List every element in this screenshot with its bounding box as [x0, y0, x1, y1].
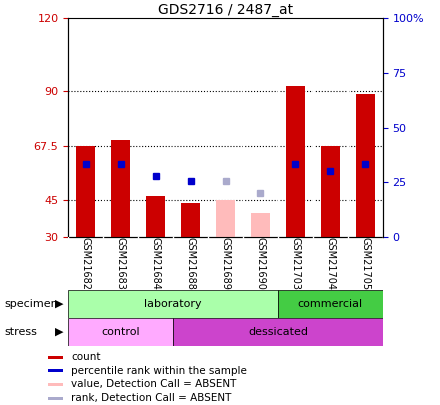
Bar	[251, 213, 270, 237]
Bar	[321, 146, 340, 237]
Text: GSM21690: GSM21690	[256, 237, 265, 290]
Bar	[286, 86, 305, 237]
Text: GSM21704: GSM21704	[325, 237, 335, 290]
Text: specimen: specimen	[4, 299, 58, 309]
Text: GSM21688: GSM21688	[186, 237, 195, 290]
Bar	[68, 290, 278, 318]
Bar	[181, 203, 200, 237]
Bar	[216, 200, 235, 237]
Text: percentile rank within the sample: percentile rank within the sample	[71, 366, 247, 376]
Text: GSM21689: GSM21689	[220, 237, 231, 290]
Text: value, Detection Call = ABSENT: value, Detection Call = ABSENT	[71, 379, 236, 390]
Text: GSM21684: GSM21684	[150, 237, 161, 290]
Bar	[173, 318, 383, 346]
Text: control: control	[101, 327, 140, 337]
Text: dessicated: dessicated	[248, 327, 308, 337]
Text: count: count	[71, 352, 101, 362]
Text: rank, Detection Call = ABSENT: rank, Detection Call = ABSENT	[71, 393, 231, 403]
Text: ▶: ▶	[55, 299, 63, 309]
Bar	[48, 396, 63, 400]
Text: GSM21705: GSM21705	[360, 237, 370, 290]
Text: ▶: ▶	[55, 327, 63, 337]
Bar	[356, 94, 375, 237]
Text: GSM21682: GSM21682	[81, 237, 91, 290]
Bar	[111, 140, 130, 237]
Text: GSM21683: GSM21683	[116, 237, 126, 290]
Bar	[146, 196, 165, 237]
Bar	[76, 146, 95, 237]
Text: stress: stress	[4, 327, 37, 337]
Text: laboratory: laboratory	[144, 299, 202, 309]
Bar	[48, 356, 63, 359]
Bar	[48, 369, 63, 373]
Bar	[278, 290, 383, 318]
Bar	[48, 383, 63, 386]
Title: GDS2716 / 2487_at: GDS2716 / 2487_at	[158, 3, 293, 17]
Text: GSM21703: GSM21703	[290, 237, 301, 290]
Text: commercial: commercial	[298, 299, 363, 309]
Bar	[68, 318, 173, 346]
